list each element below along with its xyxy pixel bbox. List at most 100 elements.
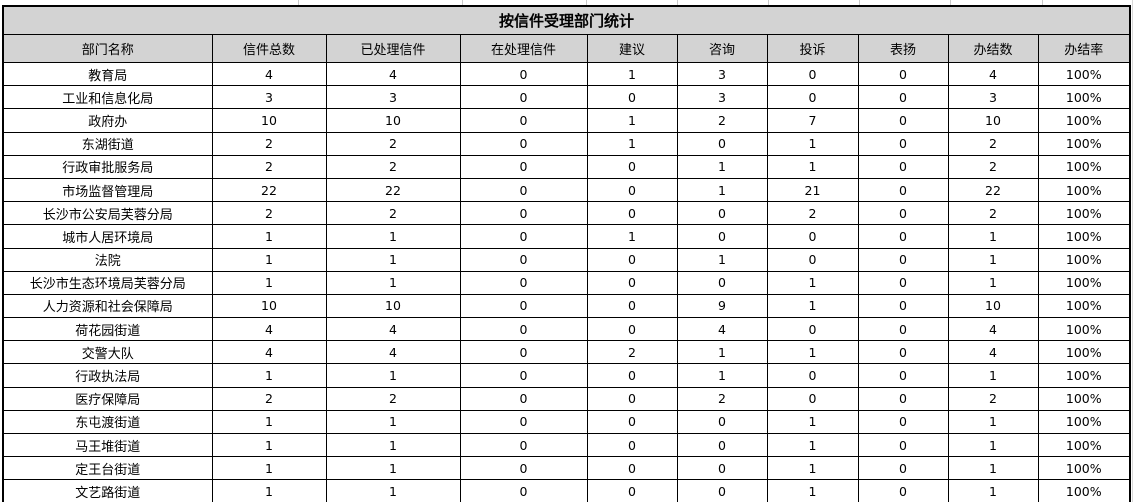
cell-value[interactable]: 1 xyxy=(676,363,768,388)
cell-value[interactable]: 100% xyxy=(1037,409,1131,435)
cell-value[interactable]: 0 xyxy=(459,61,588,87)
cell-value[interactable]: 100% xyxy=(1037,456,1131,481)
cell-value[interactable]: 4 xyxy=(947,340,1039,365)
cell-value[interactable]: 1 xyxy=(586,224,678,249)
cell-department-name[interactable]: 法院 xyxy=(2,247,213,272)
cell-value[interactable]: 0 xyxy=(459,409,588,435)
cell-value[interactable]: 1 xyxy=(211,247,327,272)
cell-value[interactable]: 0 xyxy=(857,61,949,87)
cell-value[interactable]: 2 xyxy=(211,154,327,179)
cell-value[interactable]: 2 xyxy=(211,386,327,411)
cell-value[interactable]: 0 xyxy=(459,456,588,481)
cell-value[interactable]: 2 xyxy=(586,340,678,365)
cell-value[interactable]: 100% xyxy=(1037,386,1131,411)
cell-value[interactable]: 4 xyxy=(947,61,1039,87)
cell-value[interactable]: 0 xyxy=(857,85,949,110)
cell-value[interactable]: 0 xyxy=(459,177,588,203)
cell-value[interactable]: 1 xyxy=(766,456,859,481)
cell-value[interactable]: 4 xyxy=(325,317,461,342)
cell-value[interactable]: 0 xyxy=(857,293,949,319)
cell-value[interactable]: 0 xyxy=(586,85,678,110)
cell-department-name[interactable]: 教育局 xyxy=(2,61,213,87)
cell-value[interactable]: 1 xyxy=(325,224,461,249)
cell-department-name[interactable]: 政府办 xyxy=(2,108,213,133)
cell-value[interactable]: 0 xyxy=(459,224,588,249)
cell-value[interactable]: 0 xyxy=(459,154,588,179)
cell-value[interactable]: 0 xyxy=(586,386,678,411)
cell-value[interactable]: 4 xyxy=(676,317,768,342)
cell-value[interactable]: 0 xyxy=(459,108,588,133)
cell-value[interactable]: 100% xyxy=(1037,340,1131,365)
cell-value[interactable]: 1 xyxy=(947,247,1039,272)
cell-value[interactable]: 0 xyxy=(857,340,949,365)
cell-value[interactable]: 1 xyxy=(211,409,327,435)
cell-value[interactable]: 3 xyxy=(676,85,768,110)
cell-value[interactable]: 0 xyxy=(676,201,768,226)
cell-value[interactable]: 2 xyxy=(325,154,461,179)
cell-value[interactable]: 1 xyxy=(766,432,859,458)
cell-value[interactable]: 0 xyxy=(676,224,768,249)
cell-value[interactable]: 100% xyxy=(1037,293,1131,319)
cell-value[interactable]: 0 xyxy=(766,224,859,249)
cell-value[interactable]: 1 xyxy=(211,456,327,481)
cell-value[interactable]: 0 xyxy=(586,456,678,481)
cell-department-name[interactable]: 市场监督管理局 xyxy=(2,177,213,203)
cell-value[interactable]: 1 xyxy=(586,131,678,156)
cell-department-name[interactable]: 东屯渡街道 xyxy=(2,409,213,435)
cell-department-name[interactable]: 文艺路街道 xyxy=(2,479,213,502)
cell-value[interactable]: 0 xyxy=(857,386,949,411)
cell-value[interactable]: 7 xyxy=(766,108,859,133)
cell-value[interactable]: 0 xyxy=(459,201,588,226)
cell-value[interactable]: 100% xyxy=(1037,108,1131,133)
cell-value[interactable]: 1 xyxy=(766,293,859,319)
cell-value[interactable]: 2 xyxy=(676,108,768,133)
cell-value[interactable]: 4 xyxy=(325,340,461,365)
cell-value[interactable]: 0 xyxy=(857,224,949,249)
cell-value[interactable]: 2 xyxy=(947,201,1039,226)
cell-value[interactable]: 0 xyxy=(857,131,949,156)
cell-value[interactable]: 10 xyxy=(947,108,1039,133)
cell-value[interactable]: 0 xyxy=(459,340,588,365)
cell-department-name[interactable]: 医疗保障局 xyxy=(2,386,213,411)
cell-value[interactable]: 1 xyxy=(211,479,327,502)
cell-value[interactable]: 0 xyxy=(857,456,949,481)
cell-department-name[interactable]: 荷花园街道 xyxy=(2,317,213,342)
cell-value[interactable]: 4 xyxy=(211,340,327,365)
cell-value[interactable]: 3 xyxy=(676,61,768,87)
cell-value[interactable]: 0 xyxy=(459,432,588,458)
cell-value[interactable]: 0 xyxy=(586,201,678,226)
cell-value[interactable]: 0 xyxy=(459,363,588,388)
cell-value[interactable]: 100% xyxy=(1037,363,1131,388)
cell-value[interactable]: 0 xyxy=(676,131,768,156)
cell-value[interactable]: 2 xyxy=(325,131,461,156)
cell-value[interactable]: 0 xyxy=(586,363,678,388)
cell-value[interactable]: 9 xyxy=(676,293,768,319)
cell-value[interactable]: 1 xyxy=(211,363,327,388)
cell-value[interactable]: 0 xyxy=(766,61,859,87)
cell-value[interactable]: 1 xyxy=(676,247,768,272)
cell-value[interactable]: 1 xyxy=(947,363,1039,388)
cell-value[interactable]: 3 xyxy=(211,85,327,110)
cell-value[interactable]: 100% xyxy=(1037,479,1131,502)
cell-value[interactable]: 0 xyxy=(586,432,678,458)
cell-value[interactable]: 0 xyxy=(857,154,949,179)
cell-value[interactable]: 1 xyxy=(766,154,859,179)
cell-value[interactable]: 100% xyxy=(1037,247,1131,272)
cell-value[interactable]: 1 xyxy=(947,224,1039,249)
cell-value[interactable]: 100% xyxy=(1037,177,1131,203)
cell-value[interactable]: 0 xyxy=(857,270,949,295)
cell-value[interactable]: 100% xyxy=(1037,432,1131,458)
cell-value[interactable]: 0 xyxy=(857,108,949,133)
cell-value[interactable]: 100% xyxy=(1037,61,1131,87)
cell-department-name[interactable]: 定王台街道 xyxy=(2,456,213,481)
cell-value[interactable]: 1 xyxy=(325,363,461,388)
cell-value[interactable]: 1 xyxy=(325,432,461,458)
cell-value[interactable]: 4 xyxy=(325,61,461,87)
cell-value[interactable]: 0 xyxy=(586,177,678,203)
cell-value[interactable]: 0 xyxy=(857,317,949,342)
cell-value[interactable]: 10 xyxy=(325,108,461,133)
cell-department-name[interactable]: 长沙市公安局芙蓉分局 xyxy=(2,201,213,226)
cell-value[interactable]: 0 xyxy=(766,247,859,272)
cell-value[interactable]: 0 xyxy=(459,317,588,342)
cell-value[interactable]: 0 xyxy=(676,479,768,502)
